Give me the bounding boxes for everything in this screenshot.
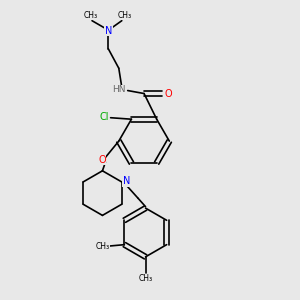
Text: HN: HN [112, 85, 125, 94]
Text: Cl: Cl [99, 112, 109, 122]
Text: CH₃: CH₃ [96, 242, 110, 251]
Text: N: N [105, 26, 112, 36]
Text: O: O [164, 88, 172, 98]
Text: O: O [98, 155, 106, 165]
Text: N: N [123, 176, 130, 186]
Text: CH₃: CH₃ [118, 11, 132, 20]
Text: CH₃: CH₃ [83, 11, 98, 20]
Text: CH₃: CH₃ [139, 274, 153, 283]
